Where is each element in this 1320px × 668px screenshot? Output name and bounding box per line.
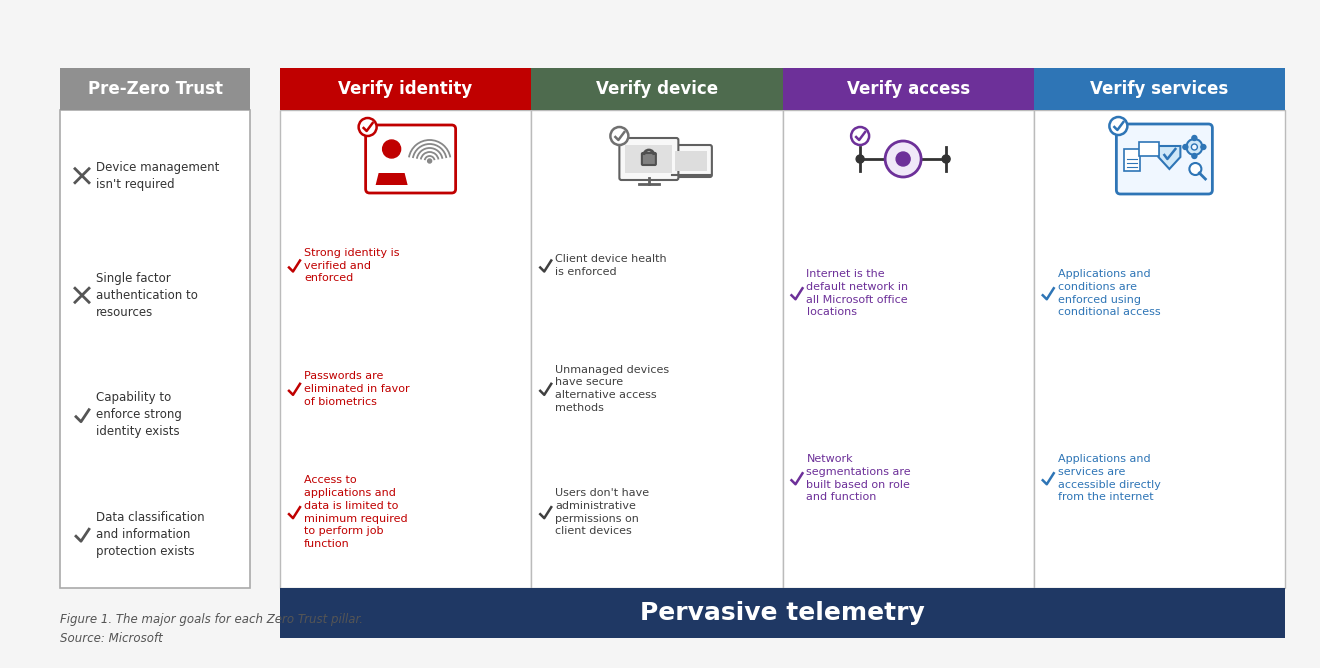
Circle shape (428, 159, 432, 163)
Circle shape (857, 155, 865, 163)
Text: Capability to
enforce strong
identity exists: Capability to enforce strong identity ex… (96, 391, 182, 438)
Text: Verify identity: Verify identity (338, 80, 473, 98)
Circle shape (1192, 136, 1197, 140)
FancyBboxPatch shape (642, 153, 656, 165)
Text: Pervasive telemetry: Pervasive telemetry (640, 601, 925, 625)
Circle shape (1192, 154, 1197, 158)
Text: Figure 1. The major goals for each Zero Trust pillar.
Source: Microsoft: Figure 1. The major goals for each Zero … (59, 613, 363, 645)
Circle shape (886, 141, 921, 177)
Text: Applications and
conditions are
enforced using
conditional access: Applications and conditions are enforced… (1057, 269, 1160, 317)
Text: Users don't have
administrative
permissions on
client devices: Users don't have administrative permissi… (556, 488, 649, 536)
FancyBboxPatch shape (280, 588, 1284, 638)
Text: Access to
applications and
data is limited to
minimum required
to perform job
fu: Access to applications and data is limit… (304, 475, 408, 549)
Text: Applications and
services are
accessible directly
from the internet: Applications and services are accessible… (1057, 454, 1160, 502)
Circle shape (1189, 163, 1201, 175)
Polygon shape (376, 173, 408, 185)
Circle shape (1192, 144, 1197, 150)
FancyBboxPatch shape (1034, 68, 1284, 110)
Text: Data classification
and information
protection exists: Data classification and information prot… (96, 511, 205, 558)
Text: Pre-Zero Trust: Pre-Zero Trust (87, 80, 223, 98)
FancyBboxPatch shape (1139, 142, 1159, 156)
FancyBboxPatch shape (783, 68, 1034, 110)
Polygon shape (1159, 146, 1180, 169)
Text: Verify access: Verify access (846, 80, 970, 98)
Text: Verify services: Verify services (1090, 80, 1229, 98)
Text: Device management
isn't required: Device management isn't required (96, 161, 219, 191)
Text: Passwords are
eliminated in favor
of biometrics: Passwords are eliminated in favor of bio… (304, 371, 409, 407)
Text: Single factor
authentication to
resources: Single factor authentication to resource… (96, 272, 198, 319)
FancyBboxPatch shape (1125, 149, 1140, 171)
Text: Internet is the
default network in
all Microsoft office
locations: Internet is the default network in all M… (807, 269, 908, 317)
FancyBboxPatch shape (59, 68, 249, 110)
Circle shape (359, 118, 376, 136)
FancyBboxPatch shape (1117, 124, 1212, 194)
Circle shape (610, 127, 628, 145)
FancyBboxPatch shape (366, 125, 455, 193)
FancyBboxPatch shape (531, 110, 783, 588)
FancyBboxPatch shape (626, 145, 672, 173)
Circle shape (1201, 144, 1206, 150)
FancyBboxPatch shape (280, 110, 531, 588)
Circle shape (1183, 144, 1188, 150)
FancyBboxPatch shape (280, 68, 531, 110)
Circle shape (383, 140, 401, 158)
FancyBboxPatch shape (531, 68, 783, 110)
FancyBboxPatch shape (669, 145, 711, 177)
Text: Strong identity is
verified and
enforced: Strong identity is verified and enforced (304, 248, 400, 283)
FancyBboxPatch shape (1034, 110, 1284, 588)
Circle shape (1109, 117, 1127, 135)
Circle shape (896, 152, 909, 166)
FancyBboxPatch shape (783, 110, 1034, 588)
Circle shape (1187, 139, 1203, 155)
FancyBboxPatch shape (619, 138, 678, 180)
Text: Network
segmentations are
built based on role
and function: Network segmentations are built based on… (807, 454, 911, 502)
Circle shape (942, 155, 950, 163)
FancyBboxPatch shape (675, 151, 708, 171)
Text: Verify device: Verify device (595, 80, 718, 98)
FancyBboxPatch shape (59, 110, 249, 588)
Circle shape (851, 127, 869, 145)
Text: Client device health
is enforced: Client device health is enforced (556, 254, 667, 277)
Text: Unmanaged devices
have secure
alternative access
methods: Unmanaged devices have secure alternativ… (556, 365, 669, 413)
